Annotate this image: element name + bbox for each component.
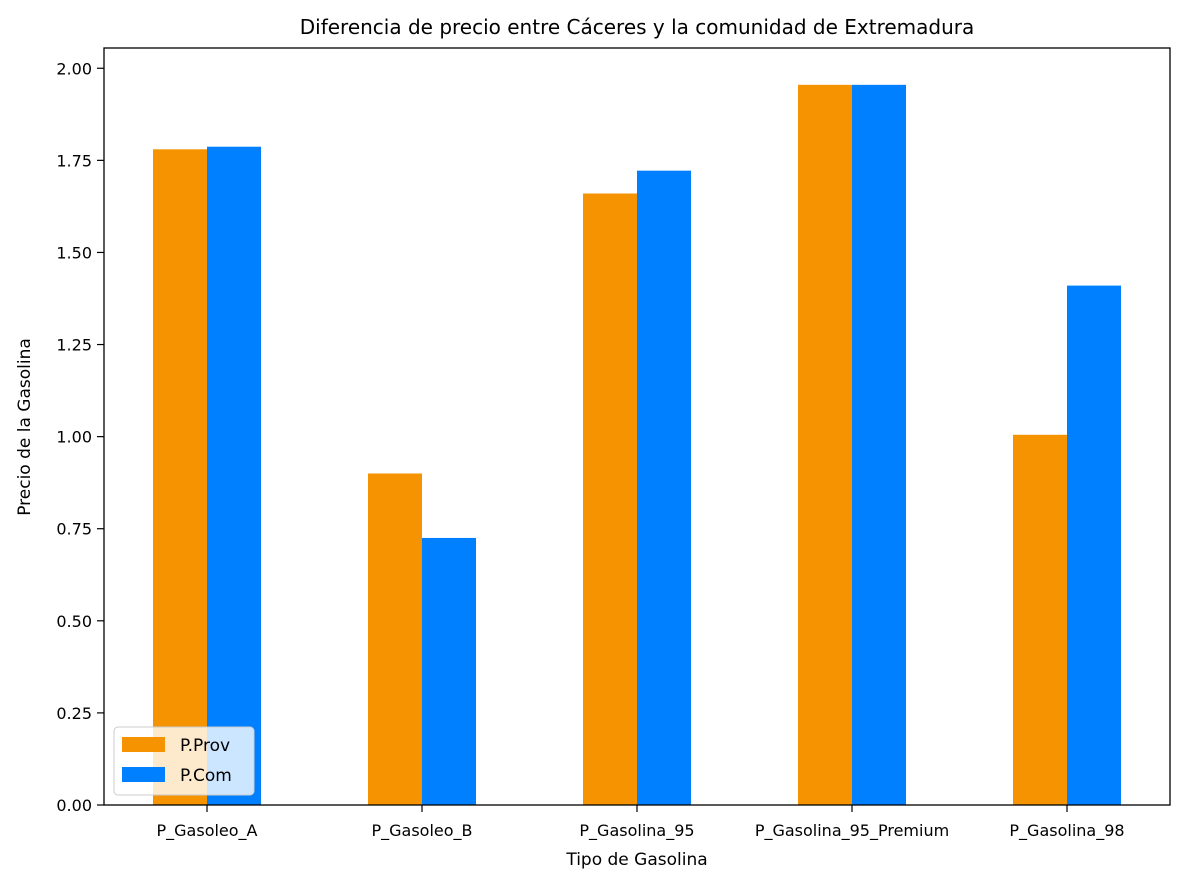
x-axis-title: Tipo de Gasolina — [565, 850, 707, 870]
x-tick-label: P_Gasoleo_A — [157, 821, 258, 841]
bar-p-com-3 — [852, 84, 906, 806]
bar-p-prov-4 — [1013, 434, 1067, 805]
legend-swatch — [122, 737, 165, 752]
y-axis: 0.00 0.25 0.50 0.75 1.00 1.25 1.50 1.75 2.00 — [56, 59, 104, 815]
y-tick-label: 1.00 — [56, 428, 92, 447]
bar-p-prov-3 — [798, 84, 852, 806]
bar-p-com-4 — [1067, 285, 1121, 806]
y-tick-label: 0.50 — [56, 612, 92, 631]
x-tick-label: P_Gasolina_98 — [1009, 821, 1124, 841]
bar-p-com-1 — [422, 537, 476, 805]
x-tick-label: P_Gasolina_95 — [579, 821, 694, 841]
y-tick-label: 1.50 — [56, 243, 92, 262]
y-tick-label: 0.75 — [56, 520, 92, 539]
bar-p-com-2 — [637, 170, 691, 805]
bar-p-prov-1 — [368, 473, 422, 805]
x-tick-label: P_Gasolina_95_Premium — [755, 821, 949, 841]
chart-title: Diferencia de precio entre Cáceres y la … — [300, 15, 975, 39]
legend-label: P.Com — [180, 766, 232, 786]
bar-p-prov-2 — [583, 193, 637, 805]
y-tick-label: 0.00 — [56, 796, 92, 815]
bars-group — [153, 84, 1121, 806]
bar-p-com-0 — [207, 146, 261, 805]
y-axis-title: Precio de la Gasolina — [15, 338, 35, 516]
legend: P.Prov P.Com — [113, 726, 255, 796]
legend-label: P.Prov — [180, 736, 230, 756]
y-tick-label: 0.25 — [56, 704, 92, 723]
y-tick-label: 1.25 — [56, 336, 92, 355]
y-tick-label: 2.00 — [56, 59, 92, 78]
y-tick-label: 1.75 — [56, 151, 92, 170]
legend-swatch — [122, 767, 165, 782]
bar-p-prov-0 — [153, 149, 207, 805]
x-tick-label: P_Gasoleo_B — [371, 821, 472, 841]
x-axis: P_Gasoleo_A P_Gasoleo_B P_Gasolina_95 P_Gas… — [157, 805, 1125, 841]
